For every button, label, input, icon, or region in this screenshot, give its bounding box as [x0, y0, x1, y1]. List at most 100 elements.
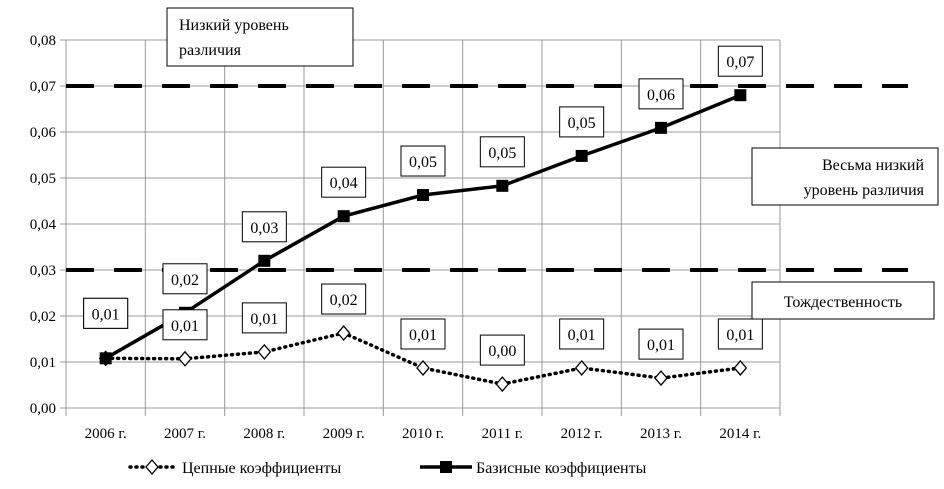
- series-line-chain: [103, 331, 743, 386]
- data-label-text: 0,04: [330, 175, 358, 192]
- x-tick-label: 2011 г.: [482, 426, 523, 442]
- data-label-text: 0,05: [409, 154, 437, 171]
- data-point-chain: [654, 370, 668, 387]
- annotation-text: уровень различия: [804, 182, 925, 199]
- data-label: 0,00: [479, 334, 525, 366]
- data-point-base: [99, 352, 112, 365]
- data-label-text: 0,00: [488, 343, 516, 360]
- data-label-text: 0,03: [250, 220, 278, 237]
- data-label-text: 0,05: [568, 115, 596, 132]
- data-point-chain: [178, 350, 192, 367]
- annotation-frame: [751, 147, 939, 206]
- data-label-box: [479, 334, 525, 366]
- y-tick-label: 0,08: [30, 33, 56, 49]
- annotation-box: Тождественность: [751, 281, 935, 320]
- y-tick-label: 0,03: [30, 263, 56, 279]
- data-label: 0,06: [638, 78, 684, 110]
- data-label-box: [321, 166, 367, 198]
- data-label-box: [400, 145, 446, 177]
- data-point-base: [258, 254, 271, 267]
- data-label: 0,02: [162, 263, 208, 295]
- data-label-text: 0,01: [92, 306, 120, 323]
- data-label: 0,02: [321, 283, 367, 315]
- data-point-base: [496, 179, 509, 192]
- legend-label-base: Базисные коэффициенты: [476, 460, 647, 477]
- data-label: 0,04: [321, 166, 367, 198]
- data-label: 0,05: [479, 136, 525, 168]
- data-label-box: [400, 318, 446, 350]
- data-label: 0,01: [638, 328, 684, 360]
- data-label-box: [638, 78, 684, 110]
- legend: Цепные коэффициенты Базисные коэффициенты: [128, 459, 647, 477]
- data-label: 0,01: [162, 309, 208, 341]
- y-tick-label: 0,01: [30, 355, 56, 371]
- y-tick-label: 0,07: [30, 79, 57, 95]
- annotation-text: Тождественность: [784, 294, 902, 311]
- data-label: 0,01: [717, 318, 763, 350]
- data-label-box: [162, 263, 208, 295]
- data-label-box: [479, 136, 525, 168]
- data-label: 0,05: [400, 145, 446, 177]
- data-label-text: 0,01: [568, 327, 596, 344]
- annotation-text: Низкий уровень: [179, 17, 289, 34]
- data-point-chain: [574, 359, 589, 376]
- data-label-box: [321, 283, 367, 315]
- data-point-base: [575, 149, 588, 162]
- data-label: 0,05: [559, 106, 605, 138]
- data-label-box: [559, 318, 605, 350]
- data-label-text: 0,01: [726, 327, 754, 344]
- annotation-frame: [751, 281, 935, 320]
- data-label-text: 0,02: [330, 292, 358, 309]
- legend-label-chain: Цепные коэффициенты: [182, 460, 342, 477]
- data-point-base: [417, 189, 429, 202]
- data-point-base: [337, 210, 350, 223]
- x-tick-label: 2007 г.: [164, 426, 206, 442]
- x-tick-label: 2006 г.: [85, 426, 127, 442]
- data-label-box: [241, 211, 287, 243]
- data-label: 0,07: [717, 45, 763, 77]
- data-label-text: 0,05: [488, 145, 516, 162]
- data-label-box: [717, 318, 763, 350]
- data-label-text: 0,02: [171, 272, 199, 289]
- data-point-chain: [416, 359, 430, 376]
- data-point-base: [655, 121, 667, 134]
- data-label-text: 0,01: [647, 337, 675, 354]
- annotation-box: Низкий уровень различия: [166, 7, 354, 67]
- legend-marker-chain: [145, 459, 159, 475]
- annotation-text: различия: [179, 42, 242, 59]
- data-label-box: [83, 297, 129, 329]
- y-tick-label: 0,00: [30, 401, 56, 417]
- x-tick-label: 2010 г.: [402, 426, 444, 442]
- x-tick-label: 2009 г.: [323, 426, 365, 442]
- data-label-text: 0,01: [171, 318, 199, 335]
- data-point-chain: [336, 325, 351, 342]
- y-tick-label: 0,06: [30, 125, 57, 141]
- y-tick-label: 0,04: [30, 217, 57, 233]
- data-label-box: [559, 106, 605, 138]
- annotation-box: Весьма низкий уровень различия: [751, 147, 939, 206]
- data-point-chain: [495, 376, 510, 393]
- annotation-frame: [166, 7, 354, 67]
- x-tick-label: 2012 г.: [561, 426, 603, 442]
- data-label: 0,01: [559, 318, 605, 350]
- legend-marker-base: [440, 461, 452, 473]
- data-label: 0,03: [241, 211, 287, 243]
- data-label-text: 0,07: [726, 54, 754, 71]
- data-label-box: [638, 328, 684, 360]
- data-label: 0,01: [83, 297, 129, 329]
- data-label-box: [162, 309, 208, 341]
- x-tick-label: 2013 г.: [640, 426, 682, 442]
- data-label-text: 0,01: [409, 327, 437, 344]
- data-label-box: [717, 45, 763, 77]
- data-point-chain: [733, 359, 748, 376]
- data-label: 0,01: [241, 302, 287, 334]
- data-point-chain: [257, 343, 272, 360]
- data-label-text: 0,06: [647, 87, 675, 104]
- x-tick-label: 2014 г.: [719, 426, 761, 442]
- data-label-text: 0,01: [250, 311, 278, 328]
- data-label-box: [241, 302, 287, 334]
- data-point-base: [734, 89, 747, 102]
- data-label: 0,01: [400, 318, 446, 350]
- x-tick-label: 2008 г.: [243, 426, 285, 442]
